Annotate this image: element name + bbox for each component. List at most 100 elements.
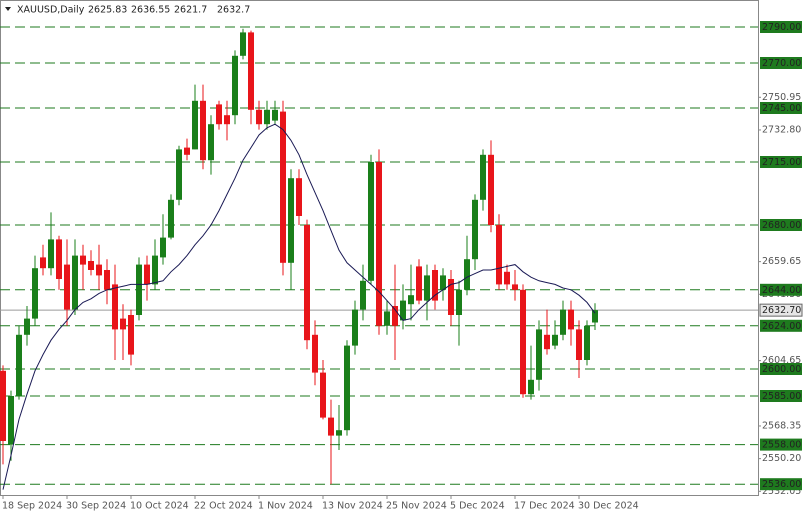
- candle-body: [16, 334, 22, 396]
- level-label-bg: [760, 21, 802, 33]
- candle-body: [512, 284, 518, 290]
- candle-body: [152, 255, 158, 285]
- candle-body: [376, 162, 382, 326]
- candle-body: [336, 430, 342, 436]
- candle-body: [72, 255, 78, 310]
- candle-body: [128, 315, 134, 355]
- candle-body: [136, 264, 142, 315]
- x-tick-label: 30 Sep 2024: [66, 501, 126, 512]
- candle-body: [24, 318, 30, 335]
- level-label-bg: [760, 319, 802, 332]
- candle-body: [288, 178, 294, 263]
- candle-body: [232, 55, 238, 116]
- menu-triangle[interactable]: [5, 7, 11, 11]
- candle-body: [464, 259, 470, 290]
- candle-body: [280, 111, 286, 263]
- candle-body: [352, 309, 358, 346]
- candle-body: [304, 225, 310, 341]
- candle-body: [496, 225, 502, 285]
- candle-body: [568, 309, 574, 330]
- level-label-bg: [760, 478, 802, 491]
- x-tick-label: 17 Dec 2024: [514, 501, 575, 512]
- level-label: 2600.00: [762, 364, 801, 375]
- candle-body: [360, 280, 366, 310]
- close-value: 2632.7: [217, 5, 250, 16]
- current-price-label: 2632.70: [762, 305, 801, 316]
- candle-body: [184, 147, 190, 155]
- candle-body: [544, 334, 550, 350]
- candle-body: [88, 261, 94, 270]
- candle-body: [584, 325, 590, 360]
- level-label: 2745.00: [762, 103, 801, 114]
- candle-body: [64, 264, 70, 310]
- candle-body: [48, 239, 54, 269]
- axis-layer: 2532.052550.202568.352604.652641.502659.…: [2, 21, 803, 512]
- level-label-bg: [760, 283, 802, 296]
- candle-body: [176, 149, 182, 200]
- y-tick-label: 2604.65: [762, 355, 801, 366]
- candle-body: [312, 334, 318, 373]
- x-tick-label: 10 Oct 2024: [130, 501, 189, 512]
- x-tick-label: 25 Nov 2024: [386, 501, 447, 512]
- candle-body: [272, 109, 278, 121]
- candle-body: [392, 306, 398, 326]
- symbol-title: XAUUSD,Daily: [17, 5, 85, 16]
- candle-body: [424, 275, 430, 301]
- candle-body: [592, 310, 598, 323]
- x-tick-label: 22 Oct 2024: [194, 501, 253, 512]
- candles-layer: [0, 28, 598, 490]
- candle-body: [552, 334, 558, 346]
- candle-body: [344, 345, 350, 431]
- y-tick-label: 2750.95: [762, 92, 801, 103]
- candle-body: [440, 275, 446, 290]
- candle-body: [400, 300, 406, 321]
- candle-body: [560, 309, 566, 335]
- level-label: 2644.00: [762, 285, 801, 296]
- candle-body: [320, 372, 326, 418]
- candle-body: [32, 268, 38, 319]
- x-tick-label: 30 Dec 2024: [578, 501, 639, 512]
- candle-body: [0, 370, 6, 441]
- open-value: 2625.83: [88, 5, 127, 16]
- y-tick-label: 2532.05: [762, 486, 801, 497]
- candle-body: [256, 109, 262, 125]
- moving-average: [2, 123, 596, 490]
- candle-body: [328, 417, 334, 436]
- candle-body: [120, 318, 126, 330]
- level-label-bg: [760, 102, 802, 114]
- y-tick-label: 2659.65: [762, 256, 801, 267]
- candle-body: [528, 379, 534, 395]
- candle-body: [40, 257, 46, 269]
- candle-body: [248, 32, 254, 110]
- y-tick-label: 2732.80: [762, 124, 801, 135]
- candle-body: [368, 162, 374, 281]
- candle-body: [56, 239, 62, 279]
- candle-body: [112, 284, 118, 330]
- candle-body: [80, 255, 86, 265]
- candle-body: [104, 270, 110, 290]
- candle-body: [488, 154, 494, 225]
- level-label: 2770.00: [762, 58, 801, 69]
- current-price-bg: [759, 303, 803, 317]
- x-tick-label: 13 Nov 2024: [322, 501, 383, 512]
- level-label-bg: [760, 390, 802, 402]
- level-label-bg: [760, 219, 802, 231]
- x-tick-label: 18 Sep 2024: [2, 501, 62, 512]
- candle-body: [296, 178, 302, 216]
- y-tick-label: 2568.35: [762, 420, 801, 431]
- candle-body: [216, 104, 222, 125]
- candle-body: [432, 270, 438, 301]
- candle-body: [96, 264, 102, 276]
- level-label: 2624.00: [762, 321, 801, 332]
- level-label: 2680.00: [762, 220, 801, 231]
- level-label: 2558.00: [762, 440, 801, 451]
- candle-body: [208, 124, 214, 161]
- candle-body: [264, 109, 270, 125]
- candle-body: [576, 329, 582, 360]
- level-label-bg: [760, 57, 802, 69]
- y-tick-label: 2550.20: [762, 453, 801, 464]
- level-label: 2715.00: [762, 157, 801, 168]
- level-label: 2536.00: [762, 479, 801, 490]
